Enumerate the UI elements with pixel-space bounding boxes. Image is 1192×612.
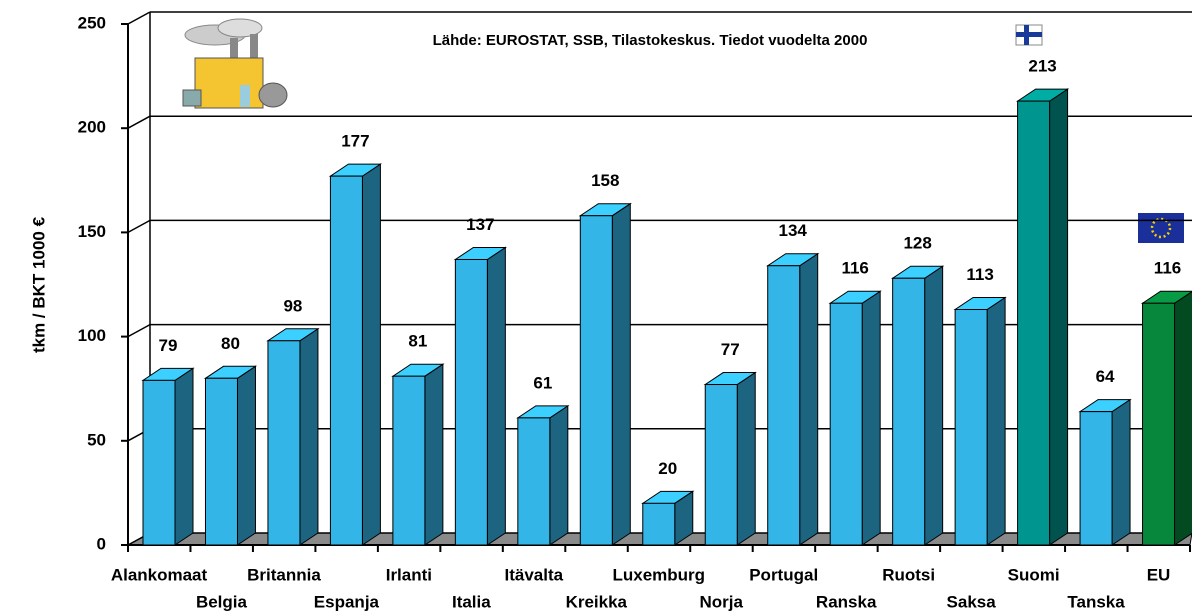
value-label: 213 <box>1028 57 1056 76</box>
x-tick-label: Tanska <box>1067 592 1125 611</box>
bar-side <box>737 373 755 545</box>
bar-side <box>1112 400 1130 545</box>
bar-side <box>1050 89 1068 545</box>
bar <box>1018 101 1050 545</box>
value-label: 116 <box>1154 259 1181 278</box>
value-label: 98 <box>283 296 302 315</box>
finland-flag <box>1016 25 1042 45</box>
bar <box>955 310 987 545</box>
x-tick-label: Portugal <box>749 565 818 584</box>
bar-side <box>237 366 255 545</box>
grid-line <box>128 12 150 24</box>
x-tick-label: Ranska <box>816 592 877 611</box>
bar <box>768 266 800 545</box>
bar <box>705 385 737 545</box>
y-tick-label: 150 <box>78 222 106 241</box>
value-label: 64 <box>1096 367 1115 386</box>
value-label: 80 <box>221 334 240 353</box>
bar <box>1143 303 1175 545</box>
bar <box>393 376 425 545</box>
x-tick-label: EU <box>1147 565 1171 584</box>
x-tick-label: Irlanti <box>386 565 432 584</box>
bar-side <box>800 254 818 545</box>
bar <box>518 418 550 545</box>
bar <box>643 503 675 545</box>
bar-side <box>487 247 505 545</box>
bar <box>580 216 612 545</box>
bar <box>455 259 487 545</box>
bar-side <box>300 329 318 545</box>
bar-side <box>925 266 943 545</box>
chart: Lähde: EUROSTAT, SSB, Tilastokeskus. Tie… <box>0 0 1192 612</box>
grid-line <box>128 325 150 337</box>
x-tick-label: Britannia <box>247 565 321 584</box>
factory-icon <box>183 19 287 108</box>
grid-line <box>128 116 150 128</box>
bar-side <box>175 368 193 545</box>
value-label: 81 <box>408 332 427 351</box>
value-label: 61 <box>533 373 552 392</box>
x-tick-label: Belgia <box>196 592 248 611</box>
x-tick-label: Italia <box>452 592 491 611</box>
annotation: Lähde: EUROSTAT, SSB, Tilastokeskus. Tie… <box>433 32 868 49</box>
y-tick-label: 0 <box>97 534 106 553</box>
value-label: 116 <box>841 259 868 278</box>
y-tick-label: 100 <box>78 326 106 345</box>
value-label: 134 <box>779 221 808 240</box>
x-tick-label: Kreikka <box>566 592 628 611</box>
value-label: 158 <box>591 171 619 190</box>
y-tick-label: 50 <box>87 430 106 449</box>
value-label: 128 <box>903 234 931 253</box>
bar-side <box>862 291 880 545</box>
bar-side <box>612 204 630 545</box>
bar-side <box>362 164 380 545</box>
value-label: 79 <box>159 336 178 355</box>
x-tick-label: Norja <box>700 592 744 611</box>
bar <box>205 378 237 545</box>
value-label: 77 <box>721 340 740 359</box>
bar-side <box>425 364 443 545</box>
y-tick-label: 250 <box>78 13 106 32</box>
bar <box>830 303 862 545</box>
x-tick-label: Alankomaat <box>111 565 208 584</box>
grid-line <box>128 220 150 232</box>
x-tick-label: Suomi <box>1008 565 1060 584</box>
bar <box>1080 412 1112 545</box>
x-tick-label: Ruotsi <box>882 565 935 584</box>
value-label: 177 <box>341 132 369 151</box>
bar <box>893 278 925 545</box>
bar-side <box>987 298 1005 545</box>
bar <box>143 380 175 545</box>
value-label: 113 <box>966 265 993 284</box>
eu-flag <box>1138 213 1184 243</box>
y-tick-label: 200 <box>78 118 106 137</box>
x-tick-label: Itävalta <box>505 565 564 584</box>
x-tick-label: Luxemburg <box>612 565 705 584</box>
bar <box>330 176 362 545</box>
bar <box>268 341 300 545</box>
bar-side <box>550 406 568 545</box>
y-axis-label: tkm / BKT 1000 € <box>29 216 48 353</box>
x-tick-label: Espanja <box>314 592 380 611</box>
bar-side <box>1175 291 1192 545</box>
x-tick-label: Saksa <box>947 592 997 611</box>
value-label: 20 <box>658 459 677 478</box>
value-label: 137 <box>466 215 494 234</box>
